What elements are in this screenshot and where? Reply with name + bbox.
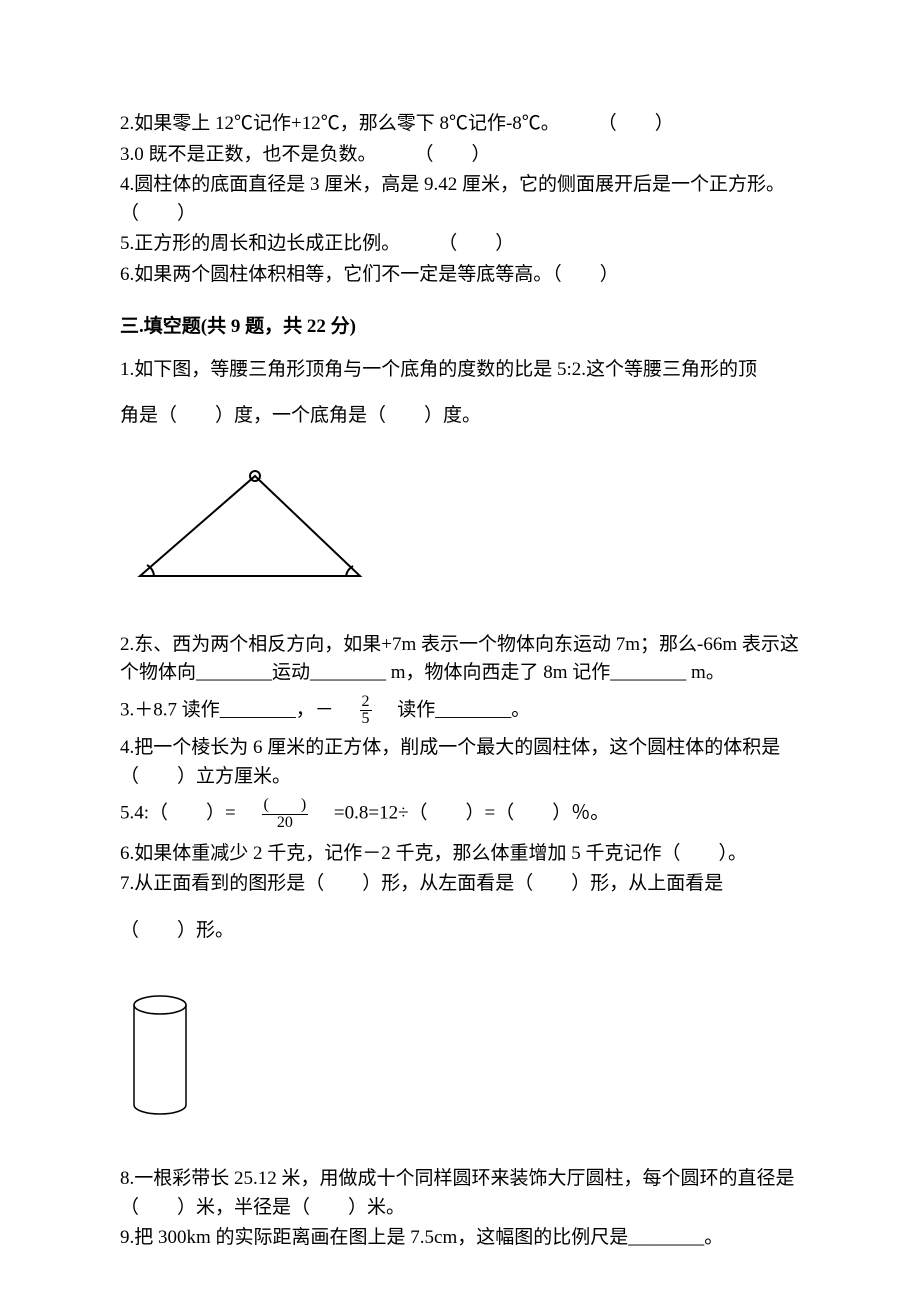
page-container: 2.如果零上 12℃记作+12℃，那么零下 8℃记作-8℃。 （ ） 3.0 既… [0, 0, 920, 1315]
judge-q2: 2.如果零上 12℃记作+12℃，那么零下 8℃记作-8℃。 （ ） [120, 110, 800, 139]
fill-q8: 8.一根彩带长 25.12 米，用做成十个同样圆环来装饰大厅圆柱，每个圆环的直径… [120, 1165, 800, 1222]
judge-q6: 6.如果两个圆柱体积相等，它们不一定是等底等高。（ ） [120, 261, 800, 290]
fill-q4: 4.把一个棱长为 6 厘米的正方体，削成一个最大的圆柱体，这个圆柱体的体积是（ … [120, 734, 800, 791]
fill-q6: 6.如果体重减少 2 千克，记作－2 千克，那么体重增加 5 千克记作（ ）。 [120, 840, 800, 869]
cylinder-icon [120, 975, 200, 1125]
fraction-numerator: 2 [360, 694, 372, 712]
fraction-denominator: 5 [360, 711, 372, 728]
section3-title: 三.填空题(共 9 题，共 22 分) [120, 313, 800, 342]
judge-q3: 3.0 既不是正数，也不是负数。 （ ） [120, 141, 800, 170]
fill-q5: 5.4:（ ）= ( ) 20 =0.8=12÷（ ）=（ ）％。 [120, 797, 800, 832]
cylinder-figure [120, 975, 800, 1125]
fill-q1-line1: 1.如下图，等腰三角形顶角与一个底角的度数的比是 5:2.这个等腰三角形的顶 [120, 356, 800, 385]
fill-q7-line1: 7.从正面看到的图形是（ ）形，从左面看是（ ）形，从上面看是 [120, 870, 800, 899]
fill-q5-text-b: =0.8=12÷（ ）=（ ）％。 [315, 803, 609, 824]
fill-q2: 2.东、西为两个相反方向，如果+7m 表示一个物体向东运动 7m；那么-66m … [120, 631, 800, 688]
fraction-2-5: 2 5 [360, 694, 372, 729]
fraction-numerator-blank: ( ) [262, 797, 309, 815]
fraction-blank-20: ( ) 20 [262, 797, 309, 832]
fill-q3-text-a: 3.＋8.7 读作________，－ [120, 699, 353, 720]
fraction-denominator-20: 20 [262, 815, 309, 832]
fill-q9: 9.把 300km 的实际距离画在图上是 7.5cm，这幅图的比例尺是_____… [120, 1224, 800, 1253]
judge-q5: 5.正方形的周长和边长成正比例。 （ ） [120, 230, 800, 259]
triangle-icon [120, 461, 380, 591]
fill-q3: 3.＋8.7 读作________，－ 2 5 读作________。 [120, 694, 800, 729]
fill-q7-line2: （ ）形。 [120, 917, 800, 946]
judge-q4: 4.圆柱体的底面直径是 3 厘米，高是 9.42 厘米，它的侧面展开后是一个正方… [120, 171, 800, 228]
fill-q1-line2: 角是（ ）度，一个底角是（ ）度。 [120, 402, 800, 431]
triangle-figure [120, 461, 800, 591]
fill-q5-text-a: 5.4:（ ）= [120, 803, 255, 824]
fill-q3-text-b: 读作________。 [378, 699, 530, 720]
